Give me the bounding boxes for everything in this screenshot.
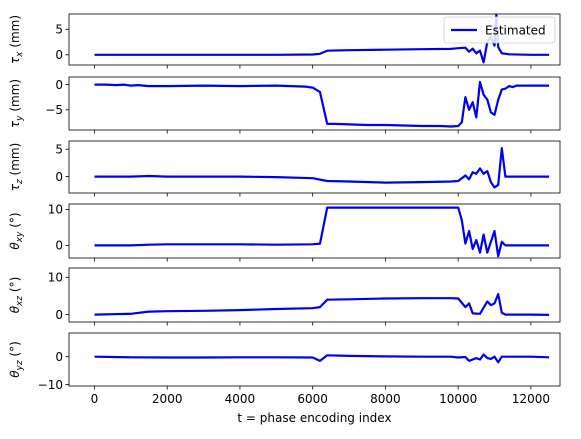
ytick-label-panel-4: 0 — [55, 239, 63, 253]
ylabel-panel-3: τz (mm) — [8, 143, 25, 192]
axes-frame-panel-4 — [68, 203, 561, 259]
ytick-label-panel-1: 0 — [55, 48, 63, 62]
ylabel-panel-4: θxy (°) — [8, 212, 25, 249]
xtick-label: 12000 — [512, 392, 550, 406]
axes-frame-panel-5 — [68, 267, 561, 323]
series-line-panel-6 — [94, 353, 550, 364]
series-line-panel-2 — [94, 80, 550, 128]
ytick-label-panel-2: 0 — [55, 78, 63, 92]
xtick-label: 0 — [91, 392, 99, 406]
series-line-panel-4 — [94, 206, 550, 258]
xtick-label: 6000 — [297, 392, 328, 406]
xtick-label: 8000 — [370, 392, 401, 406]
ylabel-panel-1: τx (mm) — [8, 15, 25, 64]
ytick-label-panel-5: 0 — [55, 308, 63, 322]
series-line-panel-5 — [94, 293, 550, 316]
ylabel-panel-2: τy (mm) — [8, 79, 25, 128]
legend-box — [443, 16, 556, 44]
axes-frame-panel-3 — [68, 140, 561, 194]
legend-label: Estimated — [485, 24, 546, 38]
axes-frame-panel-6 — [68, 332, 561, 387]
ylabel-panel-5: θxz (°) — [8, 277, 25, 314]
ytick-label-panel-3: 5 — [55, 143, 63, 157]
ytick-label-panel-1: 5 — [55, 23, 63, 37]
ytick-label-panel-3: 0 — [55, 170, 63, 184]
axes-frame-panel-2 — [68, 76, 561, 131]
axes-frame-panel-1 — [68, 13, 561, 66]
xtick-label: 10000 — [439, 392, 477, 406]
ytick-label-panel-5: 10 — [48, 271, 63, 285]
xtick-label: 2000 — [152, 392, 183, 406]
ytick-label-panel-6: 0 — [55, 350, 63, 364]
ytick-label-panel-4: 10 — [48, 203, 63, 217]
xaxis-label: t = phase encoding index — [237, 411, 391, 425]
series-line-panel-1 — [94, 14, 550, 64]
xtick-label: 4000 — [225, 392, 256, 406]
series-line-panel-3 — [94, 147, 550, 189]
ylabel-panel-6: θyz (°) — [8, 341, 25, 378]
ytick-label-panel-2: −5 — [45, 103, 63, 117]
ytick-label-panel-6: −10 — [38, 378, 63, 392]
